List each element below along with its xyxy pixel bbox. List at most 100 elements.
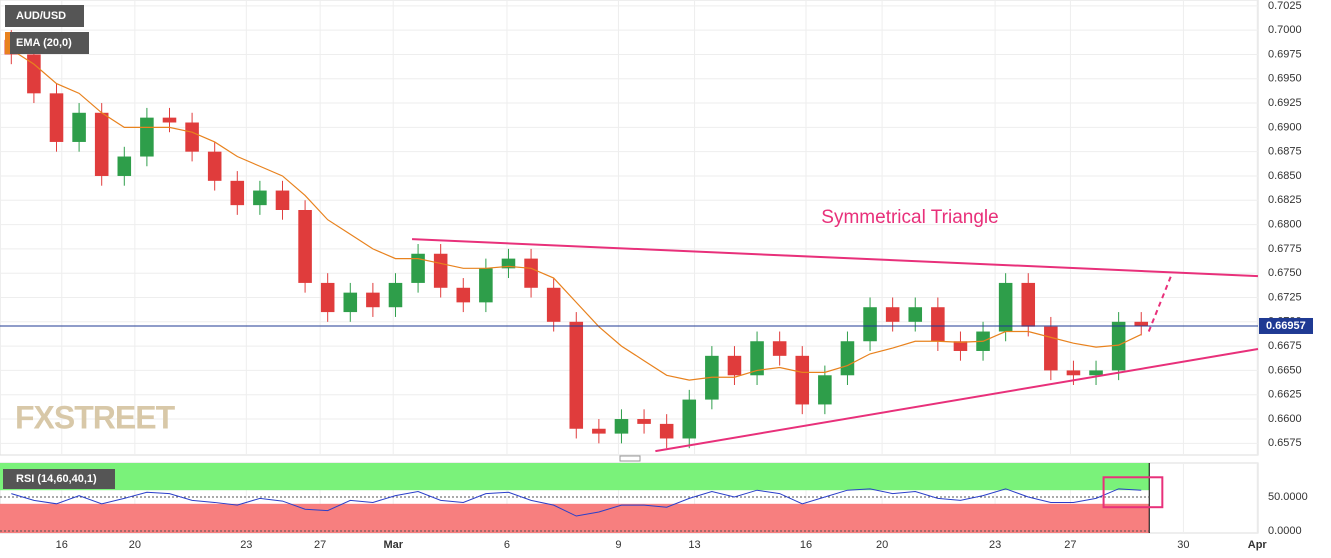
rsi-label: RSI (14,60,40,1) (16, 473, 97, 485)
candle-body (1134, 321, 1149, 326)
symbol-box (5, 5, 84, 27)
x-tick-label: 30 (1177, 539, 1189, 551)
candle-body (750, 341, 764, 376)
candle-body (298, 210, 312, 283)
y-tick-label: 0.6825 (1268, 194, 1302, 206)
ema-label: EMA (20,0) (16, 37, 72, 49)
candle-body (931, 307, 945, 342)
x-tick-label: 20 (129, 539, 141, 551)
candle-body (140, 117, 154, 157)
y-tick-label: 0.6575 (1268, 437, 1302, 449)
ema-line (10, 49, 1142, 381)
symbol-label: AUD/USD (16, 10, 66, 22)
candle-body (592, 428, 606, 434)
x-tick-label: 9 (615, 539, 621, 551)
y-tick-label: 0.6800 (1268, 218, 1302, 230)
candle-body (1021, 282, 1036, 327)
main-panel (0, 0, 1259, 456)
y-tick-label: 0.6900 (1268, 121, 1302, 133)
y-tick-label: 0.6775 (1268, 243, 1302, 255)
x-tick-label: Apr (1248, 539, 1268, 551)
candle-body (230, 180, 245, 206)
x-tick-label: 20 (876, 539, 888, 551)
candle-body (1111, 321, 1126, 371)
candle-body (818, 375, 832, 405)
candle-body (569, 321, 584, 429)
candle-body (885, 307, 900, 322)
y-tick-label: 0.7025 (1268, 0, 1302, 12)
ema-swatch (5, 32, 10, 54)
candle-body (343, 292, 358, 313)
candle-body (998, 282, 1013, 332)
y-tick-label: 0.6675 (1268, 340, 1302, 352)
candle-body (433, 253, 448, 288)
y-tick-label: 0.6875 (1268, 146, 1302, 158)
candle-body (953, 341, 968, 351)
candle-body (366, 292, 380, 308)
candle-body (49, 93, 64, 142)
candle-body (388, 282, 403, 308)
y-tick-label: 0.6625 (1268, 389, 1302, 401)
rsi-line (11, 488, 1142, 517)
y-tick-label: 0.7000 (1268, 24, 1302, 36)
candle-body (185, 122, 199, 152)
candle-body (94, 112, 109, 176)
panel-divider-handle[interactable] (619, 455, 641, 462)
highlight-box (1102, 476, 1164, 509)
candle-body (162, 117, 177, 123)
candle-body (614, 419, 629, 434)
x-tick-label: 6 (504, 539, 510, 551)
candle-body (72, 112, 86, 142)
rsi-upper-zone (0, 463, 1150, 491)
y-tick-label: 0.6750 (1268, 267, 1302, 279)
candle-body (682, 399, 697, 439)
candle-body (1089, 370, 1103, 376)
candle-body (863, 307, 877, 342)
x-tick-label: 13 (688, 539, 700, 551)
candle-body (840, 341, 855, 376)
y-tick-label: 0.6950 (1268, 73, 1302, 85)
y-tick-label: 0.6725 (1268, 291, 1302, 303)
candle-body (411, 253, 425, 283)
candle-body (479, 268, 493, 303)
y-tick-label: 0.6850 (1268, 170, 1302, 182)
candle-body (524, 258, 538, 288)
candle-body (908, 307, 923, 322)
candle-body (727, 355, 742, 376)
x-tick-label: 16 (56, 539, 68, 551)
candle-body (117, 156, 132, 176)
x-tick-label: 16 (800, 539, 812, 551)
candle-body (795, 355, 810, 405)
rsi-tick-label: 50.0000 (1268, 491, 1308, 503)
candle-body (253, 190, 267, 206)
candle-body (546, 287, 561, 322)
candle-body (275, 190, 290, 210)
plot (0, 30, 1259, 453)
projection-line (1147, 272, 1174, 332)
trendline (412, 238, 1259, 278)
y-tick-label: 0.6650 (1268, 364, 1302, 376)
candle-body (637, 419, 651, 424)
candle-body (1044, 326, 1058, 371)
candle-body (501, 258, 516, 269)
ema-box (5, 32, 89, 54)
rsi-tick-label: 0.0000 (1268, 525, 1302, 537)
trendline (655, 348, 1259, 453)
x-tick-label: 23 (240, 539, 252, 551)
y-tick-label: 0.6925 (1268, 97, 1302, 109)
candle-body (772, 341, 787, 356)
rsi-lower-zone (0, 503, 1150, 533)
y-tick-label: 0.6600 (1268, 413, 1302, 425)
x-tick-label: Mar (383, 539, 403, 551)
candle-body (320, 282, 335, 313)
candle-body (659, 423, 674, 439)
x-tick-label: 27 (314, 539, 326, 551)
labels: FXSTREET AUD/USD EMA (20,0) Symmetrical … (3, 0, 1313, 551)
watermark: FXSTREET (15, 399, 176, 435)
rsi-plot (0, 463, 1164, 533)
candle-body (1066, 370, 1081, 376)
current-price-box (1259, 317, 1313, 334)
candle-body (456, 287, 471, 303)
candle-body (27, 54, 41, 94)
